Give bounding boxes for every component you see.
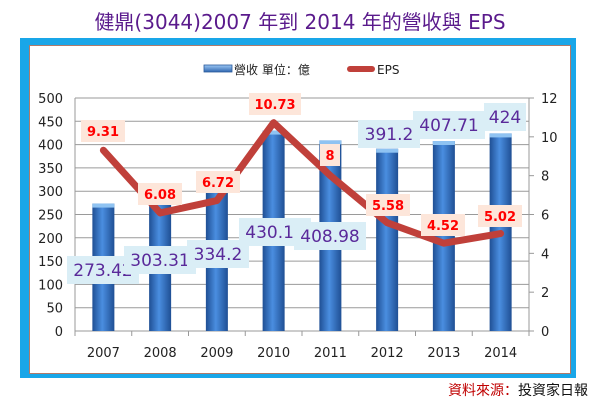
revenue-label-box [358,120,420,148]
x-axis-tick: 2007 [87,346,120,361]
revenue-bar-top [432,141,455,146]
eps-data-label: 8 [325,149,334,164]
left-axis-tick: 400 [38,139,63,154]
legend-revenue-label: 營收 單位：億 [234,62,310,77]
x-axis-tick: 2013 [427,346,460,361]
eps-data-label: 6.08 [144,188,176,203]
eps-data-label: 5.02 [484,210,516,225]
revenue-data-label: 430.15 [245,223,304,243]
x-axis-tick: 2009 [200,346,233,361]
left-axis-tick: 500 [38,92,63,107]
revenue-label-box [124,246,196,274]
source-name: 投資家日報 [518,383,588,399]
eps-label-box [249,93,301,115]
eps-label-box [478,205,522,227]
revenue-data-label: 407.71 [419,116,478,136]
legend-revenue-swatch [203,64,233,73]
eps-label-box [320,144,340,166]
eps-data-label: 6.72 [202,176,234,191]
revenue-data-label: 424 [489,108,521,128]
revenue-bar [376,148,399,331]
chart-title: 健鼎(3044)2007 年到 2014 年的營收與 EPS [94,10,506,34]
eps-line [99,119,505,247]
revenue-data-label: 408.98 [300,227,359,247]
left-axis-tick: 300 [38,185,63,200]
revenue-bar-top [489,133,512,138]
eps-data-label: 4.52 [427,219,459,234]
revenue-bar-top [376,148,399,153]
x-axis-tick: 2011 [314,346,347,361]
x-axis-tick: 2012 [371,346,404,361]
right-axis-tick: 0 [541,325,549,340]
right-axis-tick: 6 [541,209,549,224]
x-axis-tick: 2010 [257,346,290,361]
eps-label-box [81,120,125,142]
revenue-label-box [413,111,485,139]
left-axis-tick: 350 [38,162,63,177]
right-axis-tick: 12 [541,92,558,107]
x-axis-tick: 2008 [144,346,177,361]
legend-eps-label: EPS [377,63,399,77]
revenue-bar [432,141,455,331]
right-axis-tick: 10 [541,131,558,146]
source-label: 資料來源： [448,383,518,399]
eps-label-box [196,171,240,193]
right-axis-tick: 8 [541,170,549,185]
eps-label-box [366,194,410,216]
revenue-label-box [484,103,526,131]
revenue-label-box [294,222,366,250]
left-axis-tick: 0 [55,325,63,340]
eps-label-box [421,214,465,236]
eps-data-label: 10.73 [254,98,295,113]
left-axis-tick: 450 [38,115,63,130]
left-axis-tick: 200 [38,232,63,247]
revenue-data-label: 391.2 [365,125,414,145]
x-axis-tick: 2014 [484,346,517,361]
revenue-data-label: 334.2 [194,245,243,265]
source-note: 資料來源：投資家日報 [448,380,588,400]
left-axis-tick: 150 [38,255,63,270]
revenue-bar-top [262,130,285,135]
revenue-label-box [187,240,249,268]
revenue-data-label: 303.31 [130,251,189,271]
right-axis-tick: 4 [541,247,549,262]
eps-data-label: 5.58 [372,199,404,214]
revenue-data-label: 273.42 [73,261,132,281]
eps-data-label: 9.31 [87,125,119,140]
right-axis-tick: 2 [541,286,549,301]
revenue-bar-top [92,203,115,208]
left-axis-tick: 100 [38,278,63,293]
eps-label-box [138,183,182,205]
revenue-bar-top [319,140,342,145]
left-axis-tick: 50 [46,302,63,317]
left-axis-tick: 250 [38,209,63,224]
